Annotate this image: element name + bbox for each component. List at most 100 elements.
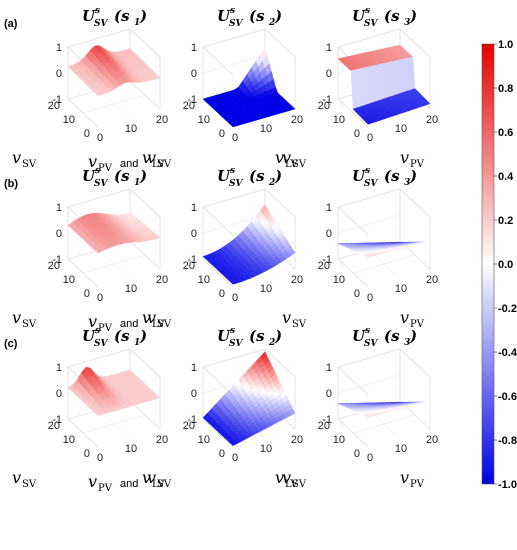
title-subscript: SV xyxy=(94,339,108,349)
surface-patch xyxy=(152,235,161,240)
z-tick-label: 0 xyxy=(56,388,62,400)
sv-axis-label: v xyxy=(282,308,291,327)
grid-line xyxy=(337,206,369,236)
axis-labels-0-2: v SV v PV xyxy=(282,148,425,170)
sv-tick-label: 0 xyxy=(354,288,360,300)
lv-axis-label-sub: LV xyxy=(285,479,298,490)
x-tick-label: 20 xyxy=(156,114,168,126)
grid-line xyxy=(67,348,131,368)
pv-axis-label: v xyxy=(400,148,409,167)
lv-axis-label: v xyxy=(275,148,284,167)
x-tick-label: 0 xyxy=(97,132,103,144)
sv-tick-label: 10 xyxy=(333,114,345,126)
z-tick-label: 0 xyxy=(191,68,197,80)
x-tick-label: 0 xyxy=(367,132,373,144)
x-tick-label: 10 xyxy=(260,443,272,455)
z-tick-label: 0 xyxy=(56,68,62,80)
panel-title: U xyxy=(217,7,231,25)
sv-axis-label-sub: SV xyxy=(157,479,172,490)
grid-line xyxy=(337,28,401,48)
z-tick-label: 1 xyxy=(191,362,197,374)
title-close: ) xyxy=(409,327,417,345)
axis-labels-2-0: v SV v PV and v LV xyxy=(12,468,165,494)
grid-line xyxy=(202,46,234,76)
title-arg-subscript: 3 xyxy=(404,338,410,348)
panel-title: U xyxy=(82,167,96,185)
z-tick-label: 1 xyxy=(326,202,332,214)
surface-patch xyxy=(423,401,431,403)
grid-line xyxy=(129,240,161,270)
z-tick-label: 0 xyxy=(326,388,332,400)
grid-line xyxy=(67,188,131,208)
x-tick-label: 0 xyxy=(367,452,373,464)
sv-tick-label: 20 xyxy=(183,260,195,272)
x-tick-label: 0 xyxy=(232,132,238,144)
grid-line xyxy=(264,28,296,58)
colorbar-tick-label: -0.4 xyxy=(498,347,517,359)
surface-patch xyxy=(153,75,161,80)
pv-axis-label-sub: PV xyxy=(98,483,113,494)
title-superscript: s xyxy=(365,6,370,16)
sv-axis-label: v xyxy=(147,468,156,487)
sv-axis-label-sub: SV xyxy=(292,159,307,170)
title-subscript: SV xyxy=(364,19,378,29)
title-close: ) xyxy=(274,167,282,185)
title-arg-subscript: 1 xyxy=(134,18,140,28)
lv-axis-label: v xyxy=(275,468,284,487)
title-subscript: SV xyxy=(364,339,378,349)
pv-axis-label: v xyxy=(88,152,97,171)
axis-labels-1-1: v SV xyxy=(147,308,172,330)
sv-axis-label: v xyxy=(147,148,156,167)
lv-axis-label-sub: LV xyxy=(152,319,165,330)
x-tick-label: 0 xyxy=(367,292,373,304)
sv-tick-label: 20 xyxy=(318,100,330,112)
grid-line xyxy=(82,254,146,274)
grid-line xyxy=(202,28,266,48)
sv-tick-label: 0 xyxy=(84,288,90,300)
title-superscript: s xyxy=(95,326,100,336)
title-superscript: s xyxy=(95,166,100,176)
grid-line xyxy=(202,206,234,236)
colorbar-tick-label: 0.0 xyxy=(498,259,513,271)
grid-line xyxy=(67,28,131,48)
x-tick-label: 0 xyxy=(232,452,238,464)
sv-tick-label: 20 xyxy=(318,420,330,432)
grid-line xyxy=(202,54,266,74)
sv-axis-label-sub: SV xyxy=(22,159,37,170)
panel-title: U xyxy=(352,7,366,25)
colorbar-tick-label: -0.8 xyxy=(498,435,517,447)
title-superscript: s xyxy=(95,6,100,16)
title-arg-subscript: 2 xyxy=(268,338,275,348)
title-close: ) xyxy=(409,7,417,25)
sv-axis-label: v xyxy=(147,308,156,327)
title-subscript: SV xyxy=(364,179,378,189)
colorbar-tick-label: -0.2 xyxy=(498,303,517,315)
sv-tick-label: 20 xyxy=(318,260,330,272)
title-argument: (s xyxy=(384,327,400,345)
title-argument: (s xyxy=(114,7,130,25)
x-tick-label: 10 xyxy=(260,283,272,295)
grid-line xyxy=(202,366,234,396)
grid-line xyxy=(337,214,401,234)
sv-tick-label: 20 xyxy=(48,420,60,432)
x-tick-label: 10 xyxy=(395,443,407,455)
x-tick-label: 20 xyxy=(291,434,303,446)
colorbar xyxy=(481,43,495,485)
title-superscript: s xyxy=(230,326,235,336)
panel-title: U xyxy=(82,327,96,345)
x-tick-label: 20 xyxy=(291,114,303,126)
title-argument: (s xyxy=(249,167,265,185)
pv-axis-label: v xyxy=(400,468,409,487)
grid-line xyxy=(337,188,401,208)
